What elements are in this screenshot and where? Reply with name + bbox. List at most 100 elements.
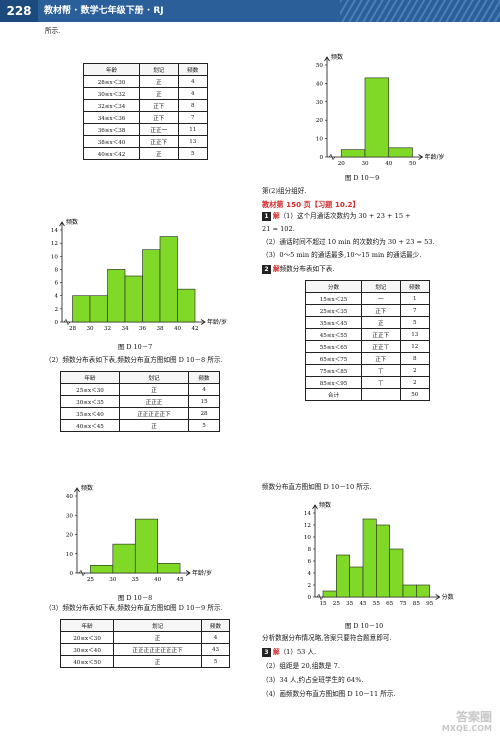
table-header-row: 年龄 划记 频数 xyxy=(60,371,220,384)
table-header-cell: 频数 xyxy=(188,371,220,384)
y-tick-label: 10 xyxy=(316,137,324,143)
x-axis-arrow-icon xyxy=(200,319,206,325)
exercise-3-text: （1）53 人. xyxy=(279,648,317,656)
y-tick-label: 10 xyxy=(51,254,59,260)
question-3-text: （3）频数分布表如下表,频数分布直方图如图 D 10－9 所示. xyxy=(45,604,223,612)
table-cell: 正正下 xyxy=(361,328,401,341)
histogram-bar xyxy=(340,149,366,158)
exercise-2-text: 频数分布表如下表. xyxy=(279,265,335,273)
watermark: 答案圈 MXQE.COM xyxy=(442,711,492,735)
jie-label: 解 xyxy=(273,265,280,273)
table-header-cell: 划记 xyxy=(361,280,401,293)
x-tick-label: 25 xyxy=(333,601,341,607)
table-cell: 15 xyxy=(188,395,220,408)
histogram-d10-7: 频数 0 2 4 6 8 10 12 14 年龄/岁 28 30 32 34 36 38 40 42 xyxy=(51,218,227,332)
histogram-bar xyxy=(107,269,126,323)
table-cell: 85≤x＜95 xyxy=(304,376,363,389)
table-row: 38≤x＜40 正正下 13 xyxy=(82,135,209,148)
axis-break-icon xyxy=(63,318,71,326)
exercise-3-line-2: （2）组距是 20,组数是 7. xyxy=(262,662,340,670)
figure-caption-d10-9: 图 D 10－9 xyxy=(345,174,380,182)
y-axis-arrow-icon xyxy=(74,487,80,493)
table-cell: 正正一 xyxy=(139,123,179,136)
table-row: 40≤x＜45 正 5 xyxy=(60,419,220,432)
table-cell: 55≤x＜65 xyxy=(304,340,363,353)
x-tick-label: 30 xyxy=(109,577,117,583)
header-decoration xyxy=(340,0,500,22)
table-cell: 20≤x＜30 xyxy=(59,631,115,644)
figure-caption-d10-8: 图 D 10－8 xyxy=(118,594,153,602)
table-cell: 正 xyxy=(139,87,179,100)
x-tick-label: 36 xyxy=(139,326,147,332)
y-tick-label: 20 xyxy=(316,118,324,124)
x-axis-arrow-icon xyxy=(435,594,441,600)
table-header-cell: 划记 xyxy=(118,371,190,384)
histogram-bar xyxy=(376,524,390,598)
table-row: 30≤x＜40 正正正正正正正正下 43 xyxy=(59,643,230,656)
table-cell: 丅 xyxy=(361,376,401,389)
histogram-bar xyxy=(416,584,430,598)
y-tick-label: 2 xyxy=(54,307,58,313)
axis-break-icon xyxy=(328,153,336,161)
table-header-row: 年龄 划记 频数 xyxy=(59,619,230,632)
histogram-bar xyxy=(322,590,337,598)
table-header-cell: 频数 xyxy=(399,280,431,293)
table-cell: 4 xyxy=(188,383,220,396)
table-cell: 正 xyxy=(139,75,179,88)
table-cell: 4 xyxy=(177,87,209,100)
y-tick-label: 0 xyxy=(54,320,58,326)
x-tick-label: 75 xyxy=(399,601,407,607)
analysis-text: 分析数据分布情况略,答案只要符合题意即可. xyxy=(262,634,392,642)
table-header-row: 年龄 划记 频数 xyxy=(82,63,209,76)
table-header-row: 分数 划记 频数 xyxy=(304,280,431,293)
y-tick-label: 4 xyxy=(54,294,58,300)
exercise-number-2: 2 xyxy=(262,265,271,274)
y-tick-label: 10 xyxy=(66,552,74,558)
histogram-bar xyxy=(349,566,364,598)
exercise-1-line-1: 1 解（1）这个月通话次数约为 30 + 23 + 15 + xyxy=(262,212,411,221)
table-row: 25≤x＜35 正下 7 xyxy=(304,304,431,317)
x-tick-label: 30 xyxy=(361,161,369,167)
x-tick-label: 35 xyxy=(346,601,354,607)
table-header-cell: 年龄 xyxy=(59,619,115,632)
x-axis-unit: 年龄/岁 xyxy=(425,153,445,161)
x-tick-label: 50 xyxy=(409,161,417,167)
table-row: 35≤x＜45 正 5 xyxy=(304,316,431,329)
x-tick-label: 28 xyxy=(69,326,77,332)
table-header-cell: 分数 xyxy=(304,280,363,293)
y-tick-label: 12 xyxy=(304,523,312,529)
x-tick-label: 25 xyxy=(87,577,95,583)
table-cell: 8 xyxy=(177,99,209,112)
exercise-1-line-4: （3）0～5 min 的通话最多,10～15 min 的通话最少. xyxy=(262,251,422,259)
table-cell: 正 xyxy=(139,147,179,160)
y-tick-label: 14 xyxy=(51,228,59,234)
x-tick-label: 40 xyxy=(154,577,162,583)
histogram-bar xyxy=(388,147,413,158)
table-cell: 50 xyxy=(399,388,431,401)
x-tick-label: 85 xyxy=(413,601,421,607)
histogram-bar xyxy=(72,295,91,323)
jie-label: 解 xyxy=(273,212,280,220)
x-axis-arrow-icon xyxy=(185,570,191,576)
y-axis-arrow-icon xyxy=(59,221,65,227)
table-cell: 25≤x＜30 xyxy=(60,383,120,396)
table-row: 34≤x＜36 正下 7 xyxy=(82,111,209,124)
table-cell: 25≤x＜35 xyxy=(304,304,363,317)
exercise-3-line-1: 3 解（1）53 人. xyxy=(262,648,316,657)
histogram-bar xyxy=(112,543,136,574)
table-row: 36≤x＜38 正正一 11 xyxy=(82,123,209,136)
table-cell: 45≤x＜55 xyxy=(304,328,363,341)
table-header-cell: 划记 xyxy=(139,63,179,76)
table-row: 40≤x＜50 正 5 xyxy=(59,655,230,668)
x-tick-label: 40 xyxy=(385,161,393,167)
table-cell: 40≤x＜42 xyxy=(82,147,141,160)
table-row: 20≤x＜30 正 4 xyxy=(59,631,230,644)
table-cell: 12 xyxy=(399,340,431,353)
table-cell: 40≤x＜45 xyxy=(60,419,120,432)
x-tick-label: 35 xyxy=(132,577,140,583)
y-tick-label: 6 xyxy=(307,559,311,565)
histogram-bar xyxy=(89,295,108,323)
y-axis-label: 频数 xyxy=(66,218,78,226)
table-cell: 38≤x＜40 xyxy=(82,135,141,148)
question-2-text: （2）频数分布表如下表,频数分布直方图如图 D 10－8 所示. xyxy=(45,356,223,364)
